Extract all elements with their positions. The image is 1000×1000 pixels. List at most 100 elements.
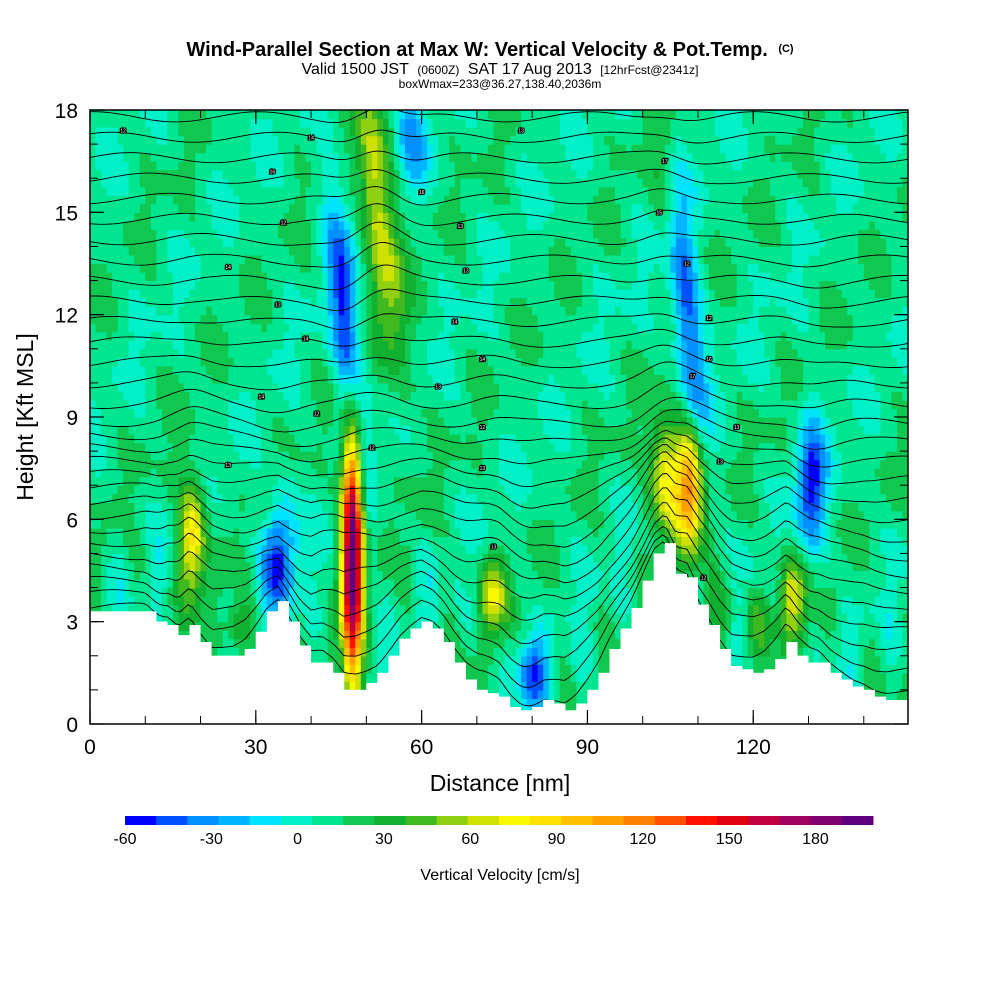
velocity-cell — [465, 664, 472, 674]
velocity-cell — [90, 374, 97, 384]
velocity-cell — [244, 630, 251, 640]
velocity-cell — [211, 459, 218, 469]
velocity-cell — [145, 527, 152, 537]
velocity-cell — [150, 519, 157, 529]
velocity-cell — [277, 144, 285, 154]
velocity-cell — [272, 229, 279, 239]
velocity-cell — [449, 527, 456, 537]
velocity-cell — [183, 220, 191, 230]
velocity-cell — [294, 485, 301, 495]
velocity-cell — [322, 254, 329, 265]
velocity-cell — [460, 476, 467, 486]
velocity-cell — [283, 536, 290, 546]
velocity-cell — [172, 127, 180, 137]
velocity-cell — [438, 144, 445, 154]
velocity-cell — [432, 493, 439, 503]
velocity-cell — [244, 408, 251, 418]
velocity-cell — [427, 434, 434, 444]
velocity-cell — [300, 561, 307, 572]
velocity-cell — [200, 110, 207, 120]
velocity-cell — [95, 442, 102, 452]
velocity-cell — [195, 399, 202, 410]
velocity-cell — [465, 621, 472, 631]
velocity-cell — [300, 476, 307, 486]
velocity-cell — [150, 348, 157, 358]
velocity-cell — [405, 306, 412, 316]
velocity-cell — [195, 425, 202, 435]
velocity-cell — [305, 630, 312, 640]
velocity-cell — [266, 263, 273, 273]
velocity-cell — [454, 357, 461, 367]
velocity-cell — [277, 186, 285, 196]
velocity-cell — [322, 357, 329, 367]
velocity-cell — [145, 476, 152, 486]
velocity-cell — [432, 382, 439, 393]
velocity-cell — [344, 664, 351, 674]
velocity-cell — [139, 485, 146, 495]
velocity-cell — [377, 664, 384, 674]
velocity-cell — [366, 135, 373, 145]
velocity-cell — [382, 510, 390, 520]
velocity-cell — [101, 178, 108, 188]
velocity-cell — [405, 135, 412, 145]
velocity-cell — [443, 382, 450, 393]
velocity-cell — [150, 237, 157, 248]
velocity-cell — [283, 331, 290, 341]
velocity-cell — [465, 630, 472, 640]
velocity-cell — [233, 647, 240, 657]
velocity-cell — [432, 579, 439, 589]
velocity-cell — [305, 417, 312, 427]
velocity-cell — [266, 485, 273, 495]
velocity-cell — [178, 254, 185, 265]
velocity-cell — [244, 434, 251, 444]
velocity-cell — [316, 169, 323, 179]
velocity-cell — [178, 476, 185, 486]
velocity-cell — [272, 382, 279, 393]
velocity-cell — [250, 280, 257, 290]
velocity-cell — [421, 613, 428, 623]
velocity-cell — [344, 553, 351, 563]
velocity-cell — [117, 596, 124, 606]
velocity-cell — [266, 579, 273, 589]
velocity-cell — [228, 493, 235, 503]
velocity-cell — [311, 476, 318, 486]
velocity-cell — [360, 459, 367, 469]
velocity-cell — [95, 357, 102, 367]
velocity-cell — [388, 306, 395, 316]
velocity-cell — [421, 127, 428, 137]
velocity-cell — [211, 638, 218, 648]
velocity-cell — [150, 331, 157, 341]
velocity-cell — [421, 144, 428, 154]
velocity-cell — [393, 408, 401, 418]
velocity-cell — [128, 357, 135, 367]
velocity-cell — [183, 357, 191, 367]
velocity-cell — [333, 536, 340, 546]
velocity-cell — [300, 408, 307, 418]
velocity-cell — [322, 442, 329, 452]
velocity-cell — [427, 263, 434, 273]
velocity-cell — [460, 357, 467, 367]
velocity-cell — [454, 186, 461, 196]
velocity-cell — [101, 604, 108, 614]
velocity-cell — [156, 144, 163, 154]
velocity-cell — [300, 502, 307, 512]
velocity-cell — [294, 118, 301, 128]
velocity-cell — [189, 604, 196, 614]
velocity-cell — [217, 493, 224, 503]
velocity-cell — [195, 297, 202, 307]
velocity-cell — [393, 152, 401, 162]
velocity-cell — [371, 391, 379, 401]
velocity-cell — [416, 331, 423, 341]
velocity-cell — [266, 110, 273, 120]
velocity-cell — [161, 340, 168, 350]
velocity-cell — [338, 280, 345, 290]
velocity-cell — [416, 510, 423, 520]
velocity-cell — [266, 493, 273, 503]
velocity-cell — [255, 169, 262, 179]
velocity-cell — [228, 587, 235, 597]
velocity-cell — [465, 587, 472, 597]
velocity-cell — [106, 527, 113, 537]
velocity-cell — [150, 178, 157, 188]
velocity-cell — [465, 459, 472, 469]
velocity-cell — [139, 118, 146, 128]
